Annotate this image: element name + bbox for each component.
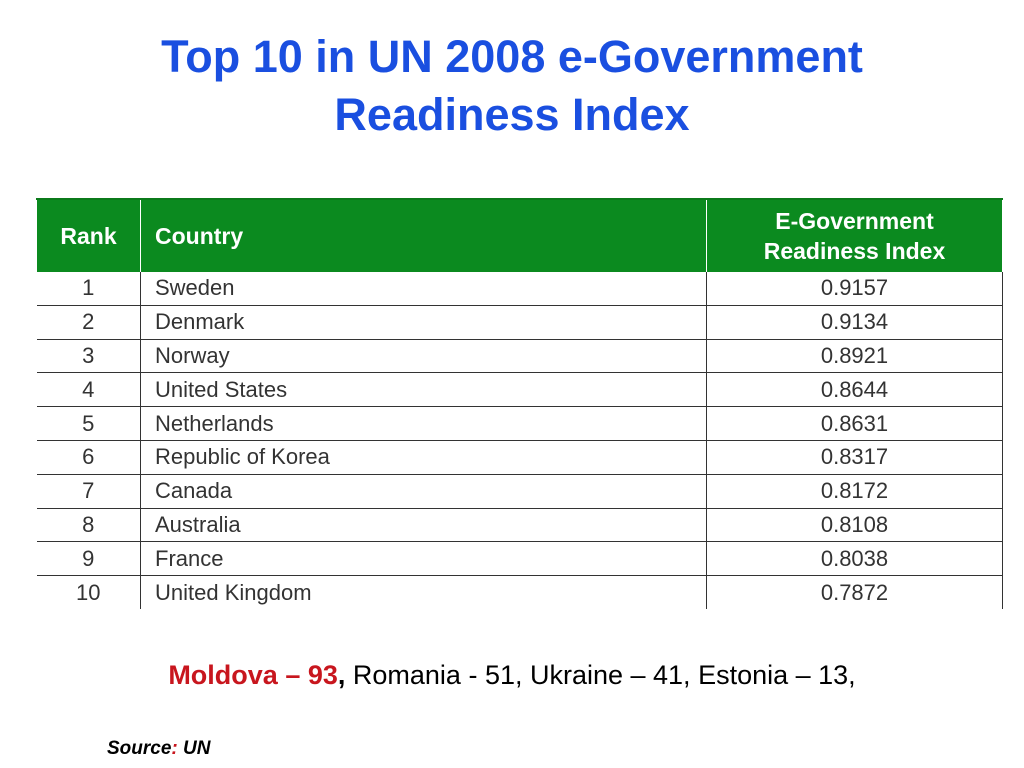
rank-cell: 6 xyxy=(36,440,141,475)
table-row: 10 United Kingdom 0.7872 xyxy=(36,575,1003,609)
table-row: 8 Australia 0.8108 xyxy=(36,508,1003,543)
index-cell: 0.8172 xyxy=(706,474,1003,509)
rank-cell: 9 xyxy=(36,541,141,577)
country-cell: Norway xyxy=(140,339,707,374)
table-row: 4 United States 0.8644 xyxy=(36,372,1003,408)
country-cell: United States xyxy=(140,372,707,408)
other-countries-ranks: Romania - 51, Ukraine – 41, Estonia – 13… xyxy=(345,660,856,690)
country-cell: Denmark xyxy=(140,305,707,340)
index-cell: 0.7872 xyxy=(706,575,1003,609)
table-row: 2 Denmark 0.9134 xyxy=(36,305,1003,340)
source-colon: : xyxy=(171,738,178,759)
table-header: Rank Country E-Government Readiness Inde… xyxy=(36,198,1003,272)
moldova-comma: , xyxy=(337,660,346,690)
table-header-row: Rank Country E-Government Readiness Inde… xyxy=(36,198,1003,272)
index-cell: 0.8317 xyxy=(706,440,1003,475)
column-header-index-line-2: Readiness Index xyxy=(763,238,946,264)
comparison-line: Moldova – 93, Romania - 51, Ukraine – 41… xyxy=(0,660,1024,691)
country-cell: Republic of Korea xyxy=(140,440,707,475)
table-row: 1 Sweden 0.9157 xyxy=(36,272,1003,306)
table-row: 5 Netherlands 0.8631 xyxy=(36,406,1003,441)
rank-cell: 4 xyxy=(36,372,141,408)
country-cell: United Kingdom xyxy=(140,575,707,609)
country-cell: France xyxy=(140,541,707,577)
moldova-rank: Moldova – 93 xyxy=(168,660,338,690)
country-cell: Canada xyxy=(140,474,707,509)
column-header-rank: Rank xyxy=(36,198,141,272)
table-row: 6 Republic of Korea 0.8317 xyxy=(36,440,1003,475)
column-header-country: Country xyxy=(140,198,707,272)
slide-title-line-2: Readiness Index xyxy=(334,89,690,140)
country-cell: Sweden xyxy=(140,272,707,306)
index-cell: 0.8644 xyxy=(706,372,1003,408)
rank-cell: 2 xyxy=(36,305,141,340)
rank-cell: 7 xyxy=(36,474,141,509)
rank-cell: 1 xyxy=(36,272,141,306)
slide-title-line-1: Top 10 in UN 2008 e-Government xyxy=(161,31,863,82)
country-cell: Australia xyxy=(140,508,707,543)
source-value: UN xyxy=(177,738,211,759)
table-row: 7 Canada 0.8172 xyxy=(36,474,1003,509)
index-cell: 0.8921 xyxy=(706,339,1003,374)
rank-cell: 3 xyxy=(36,339,141,374)
index-cell: 0.8038 xyxy=(706,541,1003,577)
table-row: 3 Norway 0.8921 xyxy=(36,339,1003,374)
rank-cell: 5 xyxy=(36,406,141,441)
source-label: Source xyxy=(107,738,172,759)
index-cell: 0.9157 xyxy=(706,272,1003,306)
column-header-index: E-Government Readiness Index xyxy=(706,198,1003,272)
table-row: 9 France 0.8038 xyxy=(36,541,1003,577)
index-cell: 0.9134 xyxy=(706,305,1003,340)
slide-title: Top 10 in UN 2008 e-Government Readiness… xyxy=(0,28,1024,144)
rank-cell: 10 xyxy=(36,575,141,609)
source-note: Source: UN xyxy=(107,738,210,760)
index-cell: 0.8108 xyxy=(706,508,1003,543)
rank-cell: 8 xyxy=(36,508,141,543)
ranking-table-container: Rank Country E-Government Readiness Inde… xyxy=(36,198,1003,609)
ranking-table: Rank Country E-Government Readiness Inde… xyxy=(36,198,1003,609)
index-cell: 0.8631 xyxy=(706,406,1003,441)
country-cell: Netherlands xyxy=(140,406,707,441)
column-header-index-line-1: E-Government xyxy=(775,208,934,234)
table-body: 1 Sweden 0.9157 2 Denmark 0.9134 3 Norway 0.8921… xyxy=(36,272,1003,609)
